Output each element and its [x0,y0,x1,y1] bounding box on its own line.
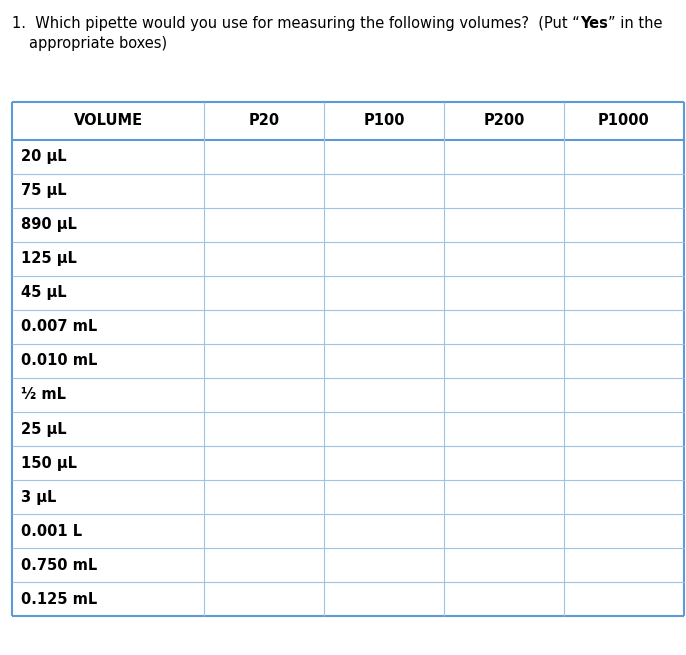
Text: 45 μL: 45 μL [21,286,67,300]
Text: 125 μL: 125 μL [21,252,76,266]
Text: P200: P200 [484,113,525,128]
Text: 0.125 mL: 0.125 mL [21,592,97,607]
Text: ” in the: ” in the [608,16,663,31]
Text: P20: P20 [249,113,280,128]
Text: 0.007 mL: 0.007 mL [21,320,97,334]
Text: Yes: Yes [580,16,608,31]
Text: 0.001 L: 0.001 L [21,524,82,538]
Text: 0.010 mL: 0.010 mL [21,354,97,368]
Text: appropriate boxes): appropriate boxes) [29,36,167,51]
Text: P100: P100 [364,113,405,128]
Text: 3 μL: 3 μL [21,490,56,504]
Text: P1000: P1000 [598,113,650,128]
Text: VOLUME: VOLUME [74,113,143,128]
Text: 75 μL: 75 μL [21,183,67,198]
Text: ½ mL: ½ mL [21,388,66,402]
Text: 150 μL: 150 μL [21,456,77,470]
Text: 890 μL: 890 μL [21,217,76,232]
Text: 20 μL: 20 μL [21,149,67,164]
Text: 0.750 mL: 0.750 mL [21,558,97,572]
Text: 25 μL: 25 μL [21,422,67,436]
Text: 1.  Which pipette would you use for measuring the following volumes?  (Put “: 1. Which pipette would you use for measu… [12,16,580,31]
